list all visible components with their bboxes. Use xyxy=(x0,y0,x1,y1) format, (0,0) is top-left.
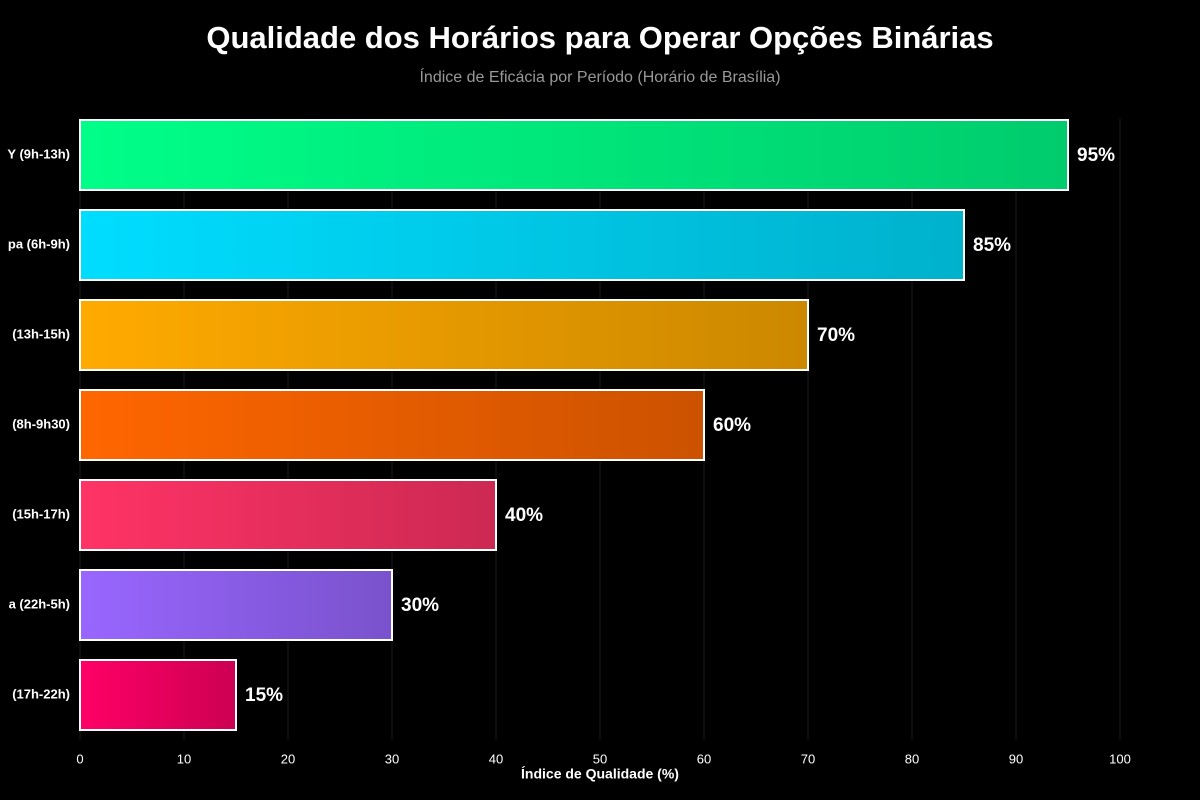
value-label: 15% xyxy=(245,685,283,706)
value-label: 70% xyxy=(817,325,855,346)
bar xyxy=(79,299,809,371)
value-label: 40% xyxy=(505,505,543,526)
y-tick-label: pa (6h-9h) xyxy=(8,236,70,251)
x-tick-label: 60 xyxy=(697,751,711,766)
bar xyxy=(79,119,1069,191)
y-tick-label: (15h-17h) xyxy=(12,506,70,521)
value-label: 60% xyxy=(713,415,751,436)
bar xyxy=(79,389,705,461)
x-tick-label: 40 xyxy=(489,751,503,766)
y-tick-label: (8h-9h30) xyxy=(12,416,70,431)
x-tick-label: 0 xyxy=(76,751,83,766)
y-tick-label: Y (9h-13h) xyxy=(7,146,70,161)
bar xyxy=(79,659,237,731)
y-tick-label: (17h-22h) xyxy=(12,686,70,701)
x-tick-label: 100 xyxy=(1109,751,1131,766)
value-label: 30% xyxy=(401,595,439,616)
x-tick-label: 80 xyxy=(905,751,919,766)
x-tick-label: 20 xyxy=(281,751,295,766)
x-tick-label: 10 xyxy=(177,751,191,766)
bar xyxy=(79,569,393,641)
value-label: 85% xyxy=(973,235,1011,256)
bar xyxy=(79,209,965,281)
x-tick-label: 50 xyxy=(593,751,607,766)
x-axis-label: Índice de Qualidade (%) xyxy=(521,766,679,782)
bar xyxy=(79,479,497,551)
y-tick-label: (13h-15h) xyxy=(12,326,70,341)
value-label: 95% xyxy=(1077,145,1115,166)
x-tick-label: 30 xyxy=(385,751,399,766)
chart-title: Qualidade dos Horários para Operar Opçõe… xyxy=(206,20,993,55)
x-tick-label: 70 xyxy=(801,751,815,766)
x-tick-label: 90 xyxy=(1009,751,1023,766)
chart-subtitle: Índice de Eficácia por Período (Horário … xyxy=(419,67,780,86)
y-tick-label: a (22h-5h) xyxy=(9,596,70,611)
